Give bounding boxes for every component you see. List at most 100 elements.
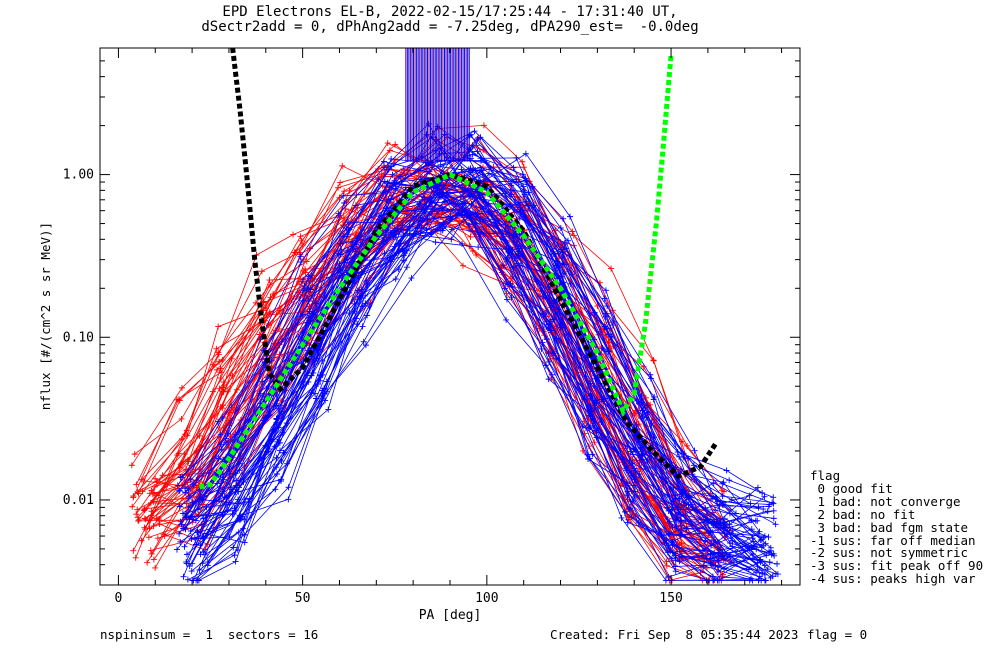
blue-plus-marker: [277, 447, 284, 454]
blue-plus-marker: [311, 390, 318, 397]
blue-plus-marker: [503, 278, 510, 285]
blue-plus-marker: [750, 538, 757, 545]
blue-plus-marker: [308, 272, 315, 279]
blue-plus-marker: [359, 323, 366, 330]
blue-plus-marker: [429, 199, 436, 206]
red-plus-marker: [142, 516, 149, 523]
blue-plus-marker: [549, 316, 556, 323]
blue-plus-marker: [522, 150, 529, 157]
blue-plus-marker: [184, 576, 191, 583]
footer-created-date: Created: Fri Sep 8 05:35:44 2023: [550, 627, 799, 642]
blue-plus-marker: [240, 479, 247, 486]
red-plus-marker: [467, 233, 474, 240]
blue-plus-marker: [344, 247, 351, 254]
blue-plus-marker: [399, 246, 406, 253]
red-plus-marker: [214, 366, 221, 373]
blue-plus-marker: [761, 577, 768, 584]
blue-plus-marker: [564, 237, 571, 244]
blue-plus-marker: [340, 192, 347, 199]
blue-plus-marker: [307, 286, 314, 293]
blue-plus-marker: [381, 250, 388, 257]
blue-plus-marker: [357, 295, 364, 302]
blue-plus-marker: [182, 485, 189, 492]
blue-plus-marker: [601, 295, 608, 302]
blue-plus-marker: [543, 318, 550, 325]
red-plus-marker: [263, 311, 270, 318]
blue-plus-marker: [432, 239, 439, 246]
blue-plus-marker: [197, 542, 204, 549]
blue-plus-marker: [300, 276, 307, 283]
blue-plus-marker: [675, 506, 682, 513]
blue-plus-marker: [448, 236, 455, 243]
footer-flag-status: flag = 0: [807, 627, 868, 642]
blue-plus-marker: [650, 396, 657, 403]
blue-plus-marker: [703, 555, 710, 562]
blue-plus-marker: [381, 164, 388, 171]
y-tick-label: 1.00: [63, 168, 94, 183]
blue-plus-marker: [323, 388, 330, 395]
blue-plus-marker: [215, 455, 222, 462]
blue-plus-marker: [770, 515, 777, 522]
blue-plus-marker: [475, 244, 482, 251]
blue-plus-marker: [387, 258, 394, 265]
blue-plus-marker: [177, 538, 184, 545]
blue-plus-marker: [715, 557, 722, 564]
red-plus-marker: [130, 494, 137, 501]
blue-plus-marker: [188, 568, 195, 575]
blue-plus-marker: [362, 342, 369, 349]
red-plus-marker: [129, 503, 136, 510]
blue-plus-marker: [179, 510, 186, 517]
red-plus-marker: [178, 384, 185, 391]
y-tick-label: 0.01: [63, 493, 94, 508]
blue-plus-marker: [375, 176, 382, 183]
blue-plus-marker: [678, 522, 685, 529]
blue-plus-marker: [469, 151, 476, 158]
blue-plus-marker: [770, 550, 777, 557]
red-plus-marker: [635, 421, 642, 428]
blue-plus-marker: [192, 517, 199, 524]
blue-plus-marker: [761, 571, 768, 578]
blue-plus-marker: [436, 182, 443, 189]
blue-plus-marker: [670, 484, 677, 491]
blue-plus-marker: [555, 306, 562, 313]
red-plus-marker: [209, 361, 216, 368]
blue-plus-marker: [474, 135, 481, 142]
red-plus-marker: [131, 451, 138, 458]
blue-plus-marker: [180, 525, 187, 532]
blue-plus-marker: [602, 287, 609, 294]
blue-plus-marker: [546, 358, 553, 365]
blue-plus-marker: [305, 378, 312, 385]
blue-plus-marker: [305, 298, 312, 305]
blue-plus-marker: [714, 568, 721, 575]
blue-plus-marker: [219, 488, 226, 495]
blue-plus-marker: [539, 339, 546, 346]
blue-plus-marker: [273, 464, 280, 471]
legend-title: flag: [810, 468, 841, 483]
red-plus-marker: [135, 490, 142, 497]
blue-plus-marker: [354, 235, 361, 242]
y-tick-label: 0.10: [63, 330, 94, 345]
blue-plus-marker: [392, 276, 399, 282]
blue-plus-marker: [406, 230, 413, 237]
red-plus-marker: [134, 506, 141, 513]
red-plus-marker: [520, 164, 527, 171]
blue-plus-marker: [587, 393, 594, 400]
red-plus-marker: [608, 265, 615, 272]
red-plus-marker: [354, 205, 361, 212]
blue-plus-marker: [501, 285, 508, 292]
blue-plus-marker: [341, 199, 348, 206]
blue-plus-marker: [679, 553, 686, 560]
red-plus-marker: [341, 188, 348, 195]
chart-title-line-1: EPD Electrons EL-B, 2022-02-15/17:25:44 …: [222, 4, 678, 20]
blue-plus-marker: [474, 148, 481, 155]
blue-plus-marker: [297, 253, 304, 260]
blue-plus-marker: [603, 325, 610, 332]
red-plus-marker: [684, 442, 691, 449]
blue-plus-marker: [755, 530, 762, 537]
x-tick-label: 50: [295, 591, 311, 606]
red-plus-marker: [135, 516, 142, 523]
blue-plus-marker: [542, 310, 549, 317]
red-plus-marker: [152, 475, 159, 482]
blue-plus-marker: [388, 196, 395, 203]
blue-plus-marker: [403, 264, 410, 271]
